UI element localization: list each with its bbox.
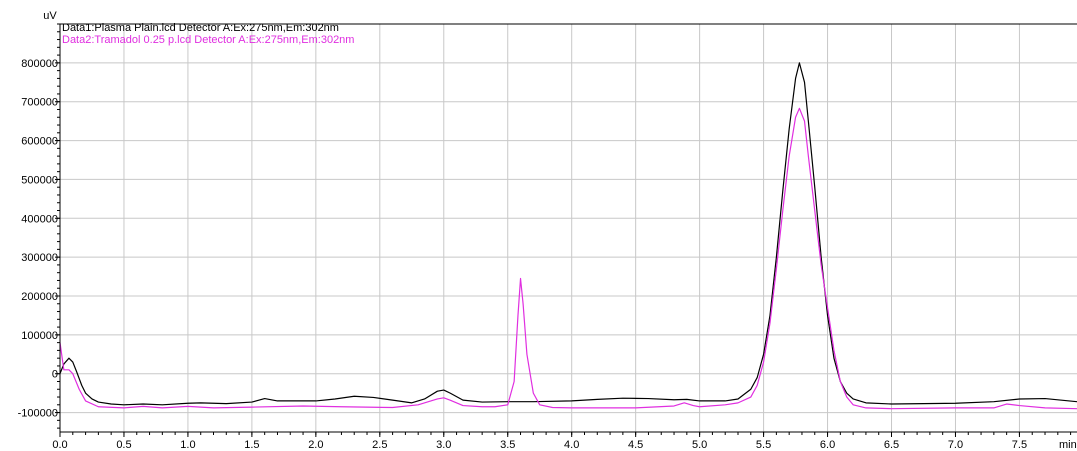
grid bbox=[60, 24, 1077, 432]
x-tick-label: 0.5 bbox=[116, 439, 131, 451]
x-tick-label: 6.5 bbox=[884, 439, 899, 451]
y-tick-label: 300000 bbox=[21, 252, 58, 264]
series-line-2 bbox=[59, 107, 1077, 410]
x-tick-label: 7.5 bbox=[1012, 439, 1027, 451]
x-tick-label: 3.5 bbox=[500, 439, 515, 451]
y-tick-label: -100000 bbox=[18, 408, 58, 420]
legend: Data1:Plasma Plain.lcd Detector A:Ex:275… bbox=[62, 22, 354, 46]
x-tick-label: 6.0 bbox=[820, 439, 835, 451]
axes bbox=[55, 23, 1077, 437]
x-tick-label: 3.0 bbox=[436, 439, 451, 451]
series-layer bbox=[59, 62, 1077, 410]
legend-entry-data1: Data1:Plasma Plain.lcd Detector A:Ex:275… bbox=[62, 22, 339, 34]
legend-entry-data2: Data2:Tramadol 0.25 p.lcd Detector A:Ex:… bbox=[62, 34, 354, 46]
x-axis-unit: min bbox=[1059, 439, 1077, 451]
tick-labels: 0.0 0.5 1.0 1.5 2.0 2.5 3.0 3.5 4.0 4.5 5.0 5.5 6.0 6… bbox=[18, 58, 1027, 451]
series-line-1 bbox=[59, 62, 1077, 406]
x-tick-label: 4.0 bbox=[564, 439, 579, 451]
x-tick-label: 5.0 bbox=[692, 439, 707, 451]
x-tick-label: 0.0 bbox=[52, 439, 67, 451]
y-tick-label: 500000 bbox=[21, 174, 58, 186]
y-tick-label: 600000 bbox=[21, 136, 58, 148]
x-tick-label: 2.0 bbox=[308, 439, 323, 451]
x-tick-label: 1.0 bbox=[180, 439, 195, 451]
x-tick-label: 1.5 bbox=[244, 439, 259, 451]
y-axis-unit: uV bbox=[43, 10, 57, 22]
x-tick-label: 2.5 bbox=[372, 439, 387, 451]
x-tick-label: 4.5 bbox=[628, 439, 643, 451]
y-tick-label: 800000 bbox=[21, 58, 58, 70]
x-tick-label: 5.5 bbox=[756, 439, 771, 451]
y-tick-label: 400000 bbox=[21, 213, 58, 225]
y-tick-label: 0 bbox=[52, 369, 58, 381]
y-tick-label: 700000 bbox=[21, 97, 58, 109]
y-tick-label: 100000 bbox=[21, 330, 58, 342]
y-tick-label: 200000 bbox=[21, 291, 58, 303]
x-tick-label: 7.0 bbox=[948, 439, 963, 451]
